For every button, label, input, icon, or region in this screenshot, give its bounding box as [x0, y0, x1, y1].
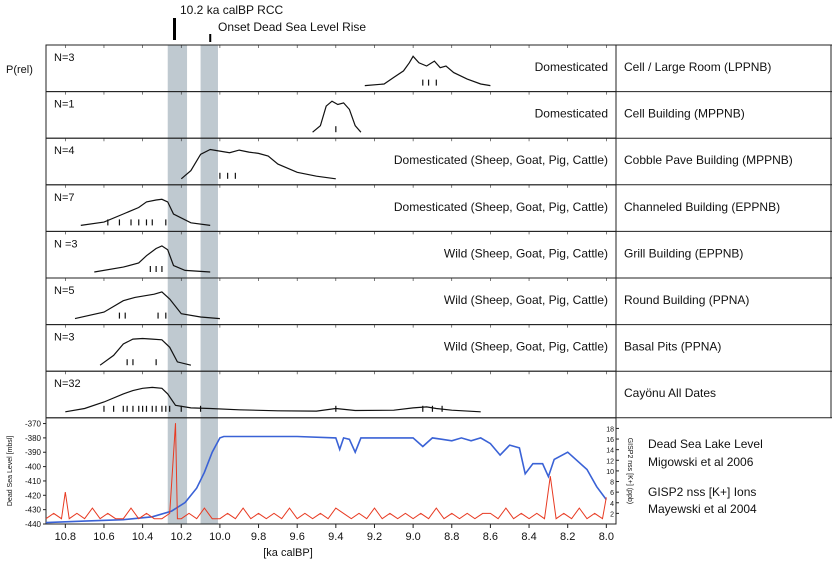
panel-status: Domesticated	[535, 107, 608, 121]
gisp2-k-line	[45, 423, 607, 520]
panel-status: Wild (Sheep, Goat, Pig, Cattle)	[444, 340, 608, 354]
labels: 10.2 ka calBP RCC Onset Dead Sea Level R…	[6, 3, 763, 559]
x-tick-label: 8.6	[483, 531, 498, 543]
y-right-tick-label: 12	[606, 458, 614, 465]
panel-site-label: Channeled Building (EPPNB)	[624, 200, 780, 214]
shaded-band-0	[167, 45, 188, 524]
panel-status: Wild (Sheep, Goat, Pig, Cattle)	[444, 293, 608, 307]
panel-frames: N=3 Domesticated Cell / Large Room (LPPNB)…	[45, 18, 832, 419]
y-left-tick-label: -410	[25, 477, 42, 486]
density-curve-7	[65, 386, 481, 413]
annotation-rcc: 10.2 ka calBP RCC	[180, 3, 283, 17]
density-curve-0	[364, 55, 491, 87]
y-left-tick-label: -430	[25, 506, 42, 515]
density-curve-2	[180, 148, 336, 180]
y-axis-label-prel: P(rel)	[6, 64, 33, 76]
panel-n-label: N=3	[54, 332, 75, 344]
panel-site-label: Cell / Large Room (LPPNB)	[624, 60, 771, 74]
density-curve-3	[80, 198, 211, 226]
x-tick-label: 9.6	[290, 531, 305, 543]
y-left-tick-label: -440	[25, 520, 42, 529]
density-curve-6	[99, 337, 192, 366]
panel-site-label: Basal Pits (PPNA)	[624, 340, 721, 354]
panel-frame-0	[45, 44, 617, 93]
y-left-tick-label: -380	[25, 434, 42, 443]
panel-site-label: Grill Building (EPPNB)	[624, 246, 743, 260]
y-right-axis-label: GISP2 nss [K+] (ppb)	[626, 438, 633, 504]
panel-n-label: N=5	[54, 285, 75, 297]
panel-status: Domesticated (Sheep, Goat, Pig, Cattle)	[394, 153, 608, 167]
panel-n-label: N =3	[54, 238, 78, 250]
y-right-tick-label: 14	[606, 448, 614, 455]
panel-site-label: Round Building (PPNA)	[624, 293, 749, 307]
bottom-panel: -370 -380 -390 -400 -410 -420 -430 -440 Dead Sea…	[7, 417, 633, 543]
x-tick-label: 9.2	[367, 531, 382, 543]
annotation-onset: Onset Dead Sea Level Rise	[218, 20, 366, 34]
y-right-tick-label: 16	[606, 437, 614, 444]
x-tick-label: 10.2	[171, 531, 192, 543]
y-right-tick-label: 8	[610, 480, 614, 487]
panel-n-label: N=32	[54, 378, 81, 390]
x-tick-label: 10.4	[132, 531, 153, 543]
density-curve-1	[312, 100, 362, 133]
y-left-tick-label: -420	[25, 491, 42, 500]
x-tick-label: 9.8	[251, 531, 266, 543]
panel-frame-7	[45, 370, 617, 419]
x-tick-label: 8.2	[560, 531, 575, 543]
x-tick-label: 8.8	[444, 531, 459, 543]
x-tick-label: 9.0	[405, 531, 420, 543]
y-right-tick-label: 10	[606, 469, 614, 476]
panel-n-label: N=4	[54, 145, 75, 157]
panel-n-label: N=1	[54, 99, 75, 111]
x-tick-label: 8.0	[599, 531, 614, 543]
panel-status: Domesticated	[535, 60, 608, 74]
panel-n-label: N=3	[54, 52, 75, 64]
panel-site-label: Cobble Pave Building (MPPNB)	[624, 153, 793, 167]
dead-sea-level-line	[45, 435, 607, 524]
shaded-band-1	[200, 45, 218, 524]
x-tick-label: 10.6	[93, 531, 114, 543]
y-left-tick-label: -370	[25, 420, 42, 429]
y-left-axis-label: Dead Sea Level [mbsl]	[7, 436, 14, 506]
panel-status: Wild (Sheep, Goat, Pig, Cattle)	[444, 246, 608, 260]
legend-gisp2-line1: GISP2 nss [K+] Ions	[648, 485, 756, 499]
x-tick-label: 10.0	[209, 531, 230, 543]
panel-site-label: Cayönu All Dates	[624, 386, 716, 400]
x-tick-label: 10.8	[55, 531, 76, 543]
legend-dead-sea-line2: Migowski et al 2006	[648, 455, 754, 469]
shaded-bands	[167, 45, 218, 524]
x-tick-label: 8.4	[521, 531, 536, 543]
x-tick-label: 9.4	[328, 531, 343, 543]
panel-n-label: N=7	[54, 192, 75, 204]
density-curves	[65, 55, 491, 413]
y-left-tick-label: -400	[25, 463, 42, 472]
x-axis-label: [ka calBP]	[263, 547, 313, 559]
panel-status: Domesticated (Sheep, Goat, Pig, Cattle)	[394, 200, 608, 214]
legend-dead-sea-line1: Dead Sea Lake Level	[648, 437, 763, 451]
panel-site-label: Cell Building (MPPNB)	[624, 107, 745, 121]
y-left-tick-label: -390	[25, 448, 42, 457]
density-curve-4	[94, 245, 211, 273]
y-right-tick-label: 6	[610, 490, 614, 497]
y-right-tick-label: 2	[610, 511, 614, 518]
density-curve-5	[74, 291, 220, 320]
y-right-tick-label: 18	[606, 426, 614, 433]
legend-gisp2-line2: Mayewski et al 2004	[648, 502, 757, 516]
panel-frame-1	[45, 91, 617, 139]
y-right-tick-label: 4	[610, 501, 614, 508]
